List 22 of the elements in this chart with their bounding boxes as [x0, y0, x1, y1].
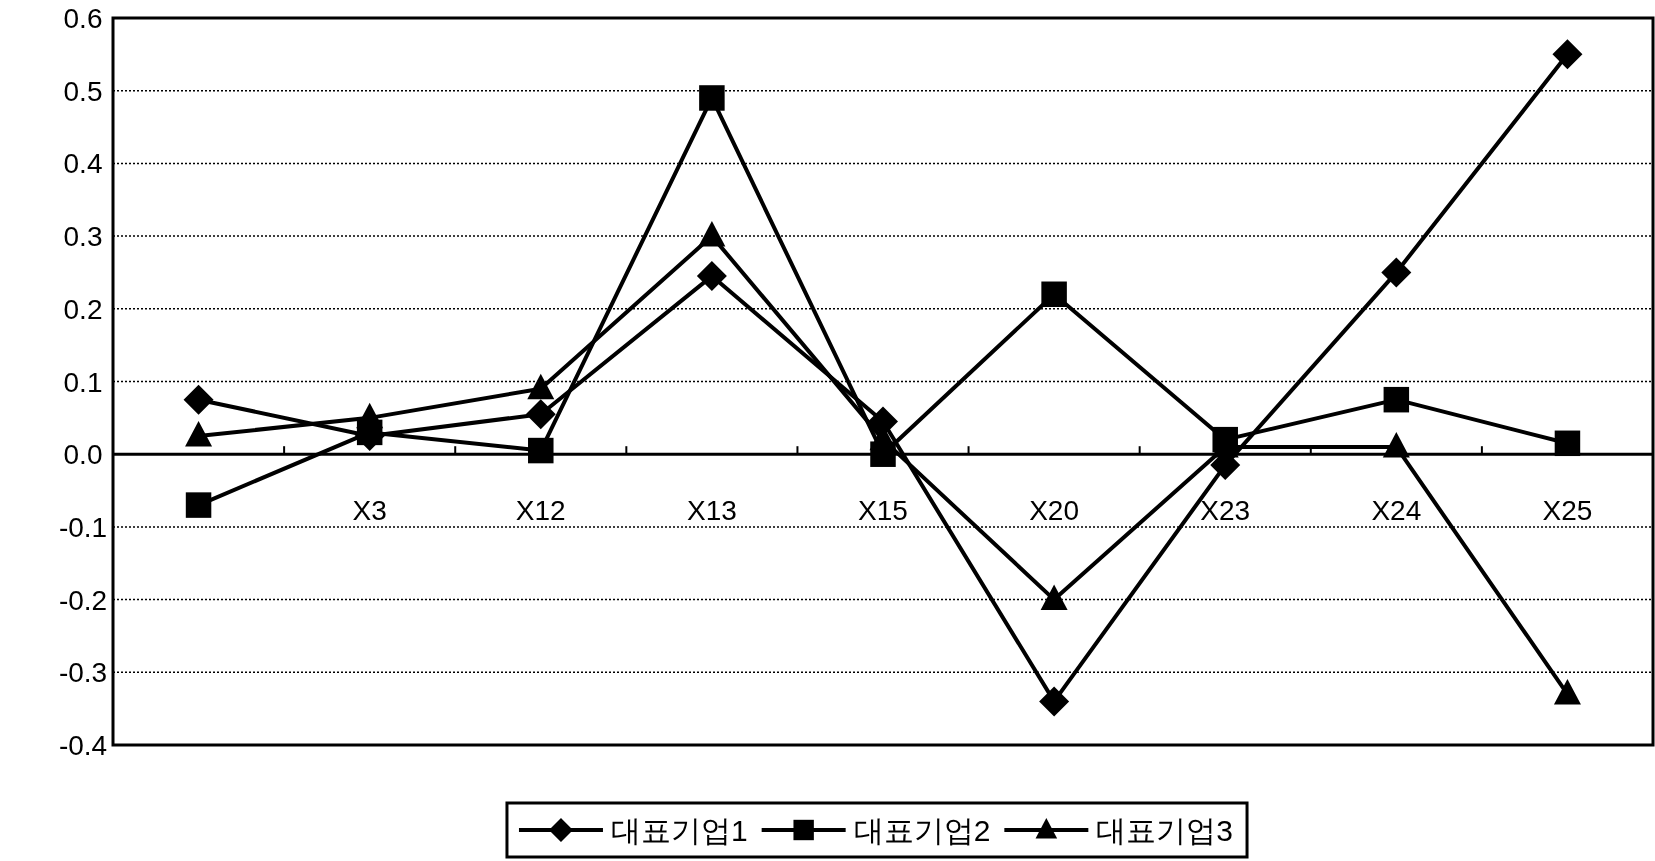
x-tick-label: X24: [1371, 495, 1422, 527]
y-tick-label: 0.5: [63, 75, 103, 107]
x-tick-label: X13: [686, 495, 737, 527]
y-tick-label: -0.3: [58, 657, 108, 689]
x-tick-label: X15: [858, 495, 908, 527]
y-tick-label: -0.4: [58, 730, 108, 761]
y-tick-label: 0.4: [63, 148, 103, 180]
y-tick-label: 0.3: [63, 221, 103, 253]
y-tick-label: -0.1: [58, 511, 108, 543]
y-tick-label: 0.1: [63, 366, 103, 398]
x-tick-label: X3: [352, 495, 387, 527]
legend-label: 대표기업3: [1096, 814, 1234, 847]
x-tick-label: X25: [1542, 495, 1593, 527]
y-tick-label: 0.6: [63, 3, 103, 34]
y-tick-label: 0.0: [63, 439, 103, 471]
x-tick-label: X20: [1029, 495, 1080, 527]
y-tick-label: 0.2: [63, 293, 103, 325]
legend-label: 대표기업2: [853, 814, 991, 847]
legend-label: 대표기업1: [610, 814, 748, 847]
y-tick-label: -0.2: [58, 584, 108, 616]
x-tick-label: X12: [515, 495, 566, 527]
x-tick-label: X23: [1200, 495, 1251, 527]
